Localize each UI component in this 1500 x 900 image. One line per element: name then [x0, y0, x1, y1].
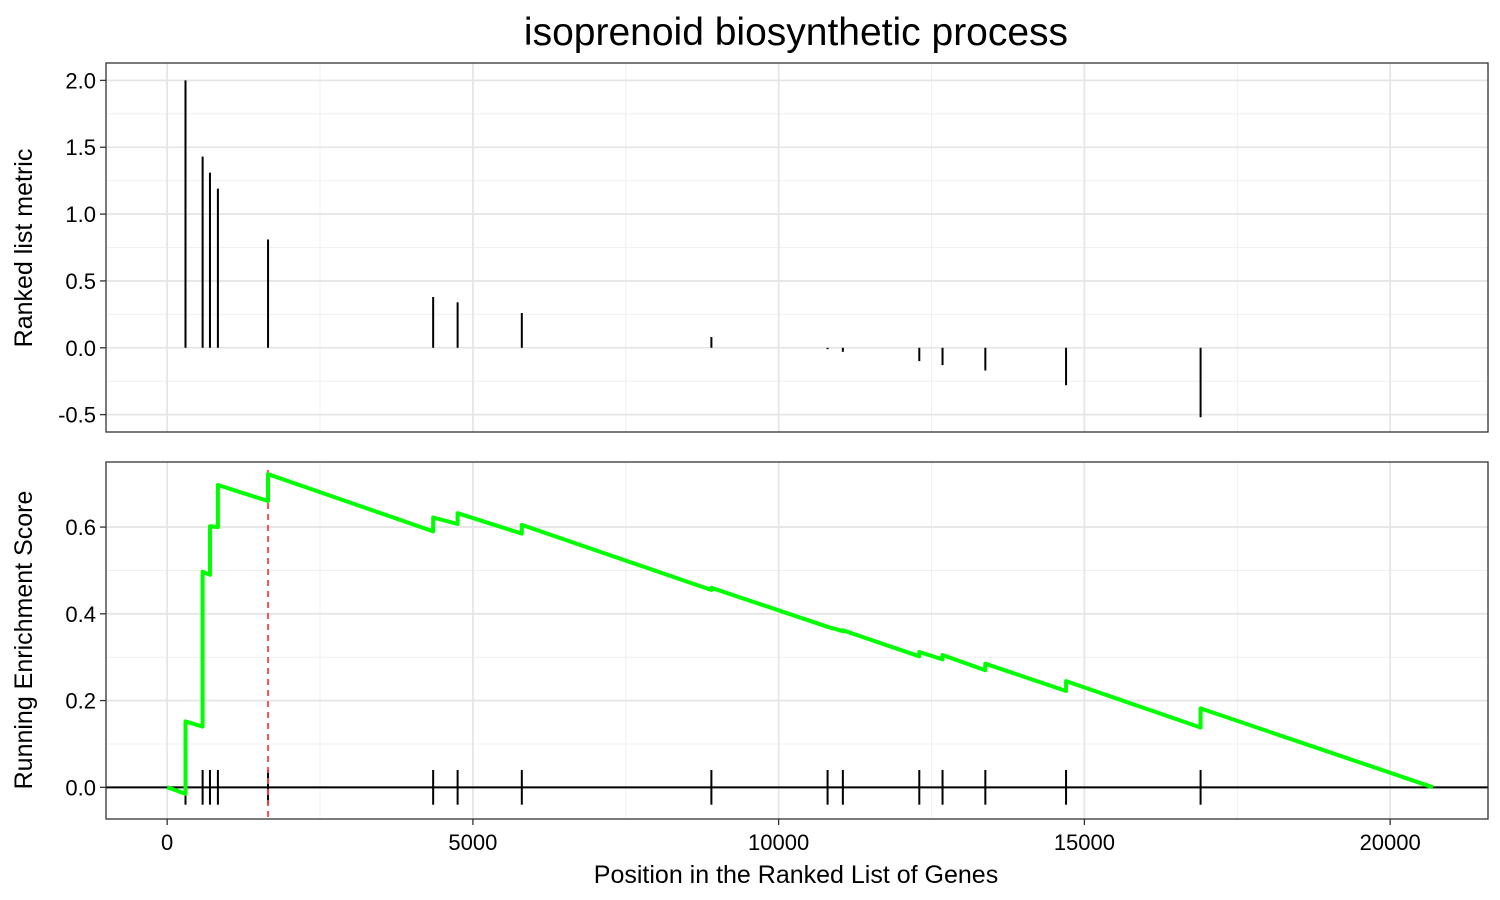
y-tick-label: 0.6	[65, 515, 96, 540]
ranked-metric-panel-border	[105, 62, 1489, 433]
x-tick-label: 0	[161, 830, 173, 855]
chart-title: isoprenoid biosynthetic process	[524, 11, 1068, 54]
y-tick-label: 0.2	[65, 689, 96, 714]
x-tick-label: 15000	[1054, 830, 1115, 855]
enrichment-score-marks	[106, 470, 1488, 819]
x-tick-label: 5000	[448, 830, 497, 855]
y-tick-label: 1.0	[65, 202, 96, 227]
x-axis-title: Position in the Ranked List of Genes	[594, 861, 998, 889]
x-tick-label: 10000	[748, 830, 809, 855]
enrichment-score-panel-border	[105, 461, 1489, 820]
y-tick-label: 1.5	[65, 135, 96, 160]
y-tick-label: -0.5	[58, 403, 96, 428]
x-axis: 0 5000 10000 15000 20000	[161, 819, 1421, 855]
y-tick-label: 2.0	[65, 68, 96, 93]
y-tick-label: 0.0	[65, 336, 96, 361]
y-tick-label: 0.4	[65, 602, 96, 627]
y-tick-label: 0.0	[65, 775, 96, 800]
ranked-metric-panel: -0.5 0.0 0.5 1.0 1.5 2.0 Ranked list metric	[10, 62, 1489, 433]
ranked-metric-bars	[184, 80, 1202, 418]
enrichment-score-panel: 0.0 0.2 0.4 0.6 Running Enrichment Score	[10, 461, 1489, 820]
ranked-metric-y-axis-title: Ranked list metric	[10, 149, 38, 348]
ranked-metric-y-ticks: -0.5 0.0 0.5 1.0 1.5 2.0	[58, 68, 106, 428]
running-enrichment-score-line	[166, 472, 1434, 796]
ranked-metric-gridlines	[106, 63, 1488, 432]
enrichment-score-panel-background	[106, 462, 1488, 819]
enrichment-score-y-ticks: 0.0 0.2 0.4 0.6	[65, 515, 106, 800]
x-tick-label: 20000	[1360, 830, 1421, 855]
y-tick-label: 0.5	[65, 269, 96, 294]
enrichment-score-y-axis-title: Running Enrichment Score	[10, 491, 38, 790]
